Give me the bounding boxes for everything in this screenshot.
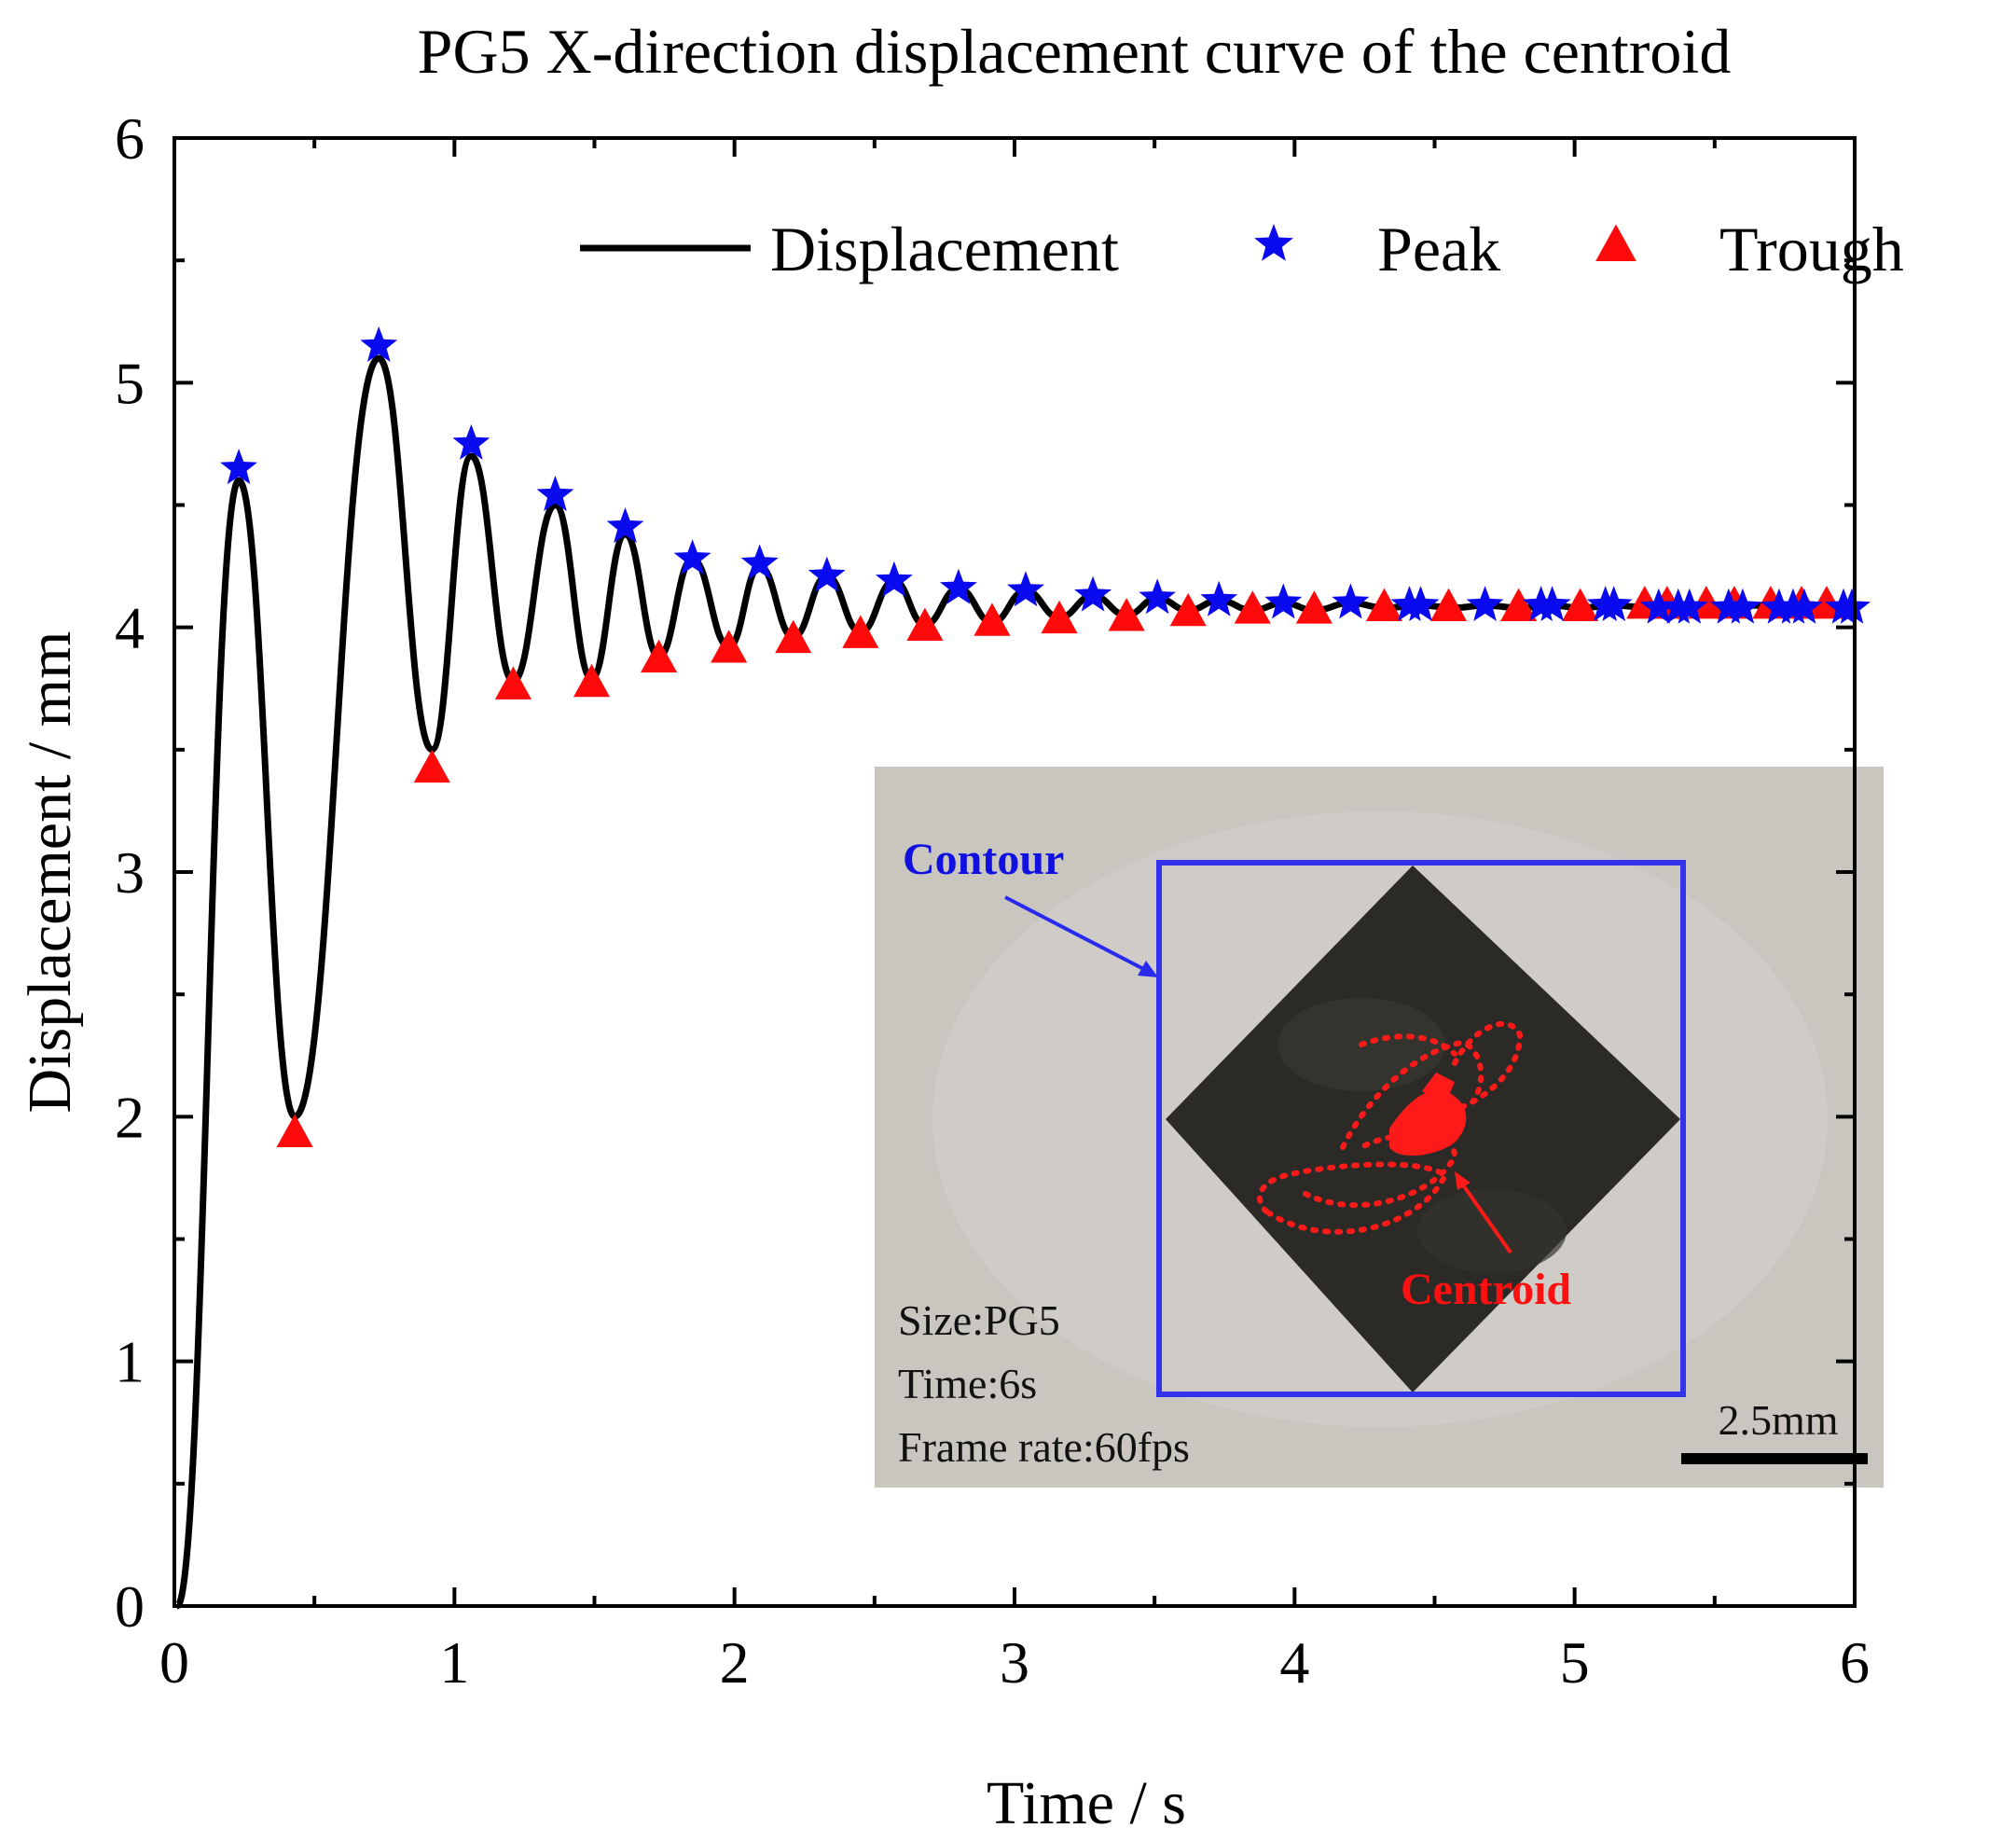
- trough-marker: [573, 663, 611, 698]
- centroid-arrow: [1456, 1175, 1512, 1254]
- x-tick-label: 2: [720, 1629, 750, 1696]
- scale-bar: [1681, 1453, 1868, 1464]
- x-tick-label: 3: [1000, 1629, 1029, 1696]
- peak-marker: [1595, 586, 1633, 621]
- particle-texture: [1417, 1189, 1567, 1273]
- trough-marker: [1562, 588, 1599, 621]
- y-tick-label: 1: [115, 1329, 145, 1395]
- peak-marker: [1709, 588, 1747, 624]
- trough-marker: [1365, 588, 1402, 621]
- trough-marker: [1429, 588, 1468, 621]
- trough-marker: [775, 619, 812, 654]
- y-tick-label: 2: [115, 1084, 145, 1150]
- peak-marker: [1139, 578, 1177, 615]
- peak-marker: [606, 507, 644, 544]
- x-tick-label: 6: [1840, 1629, 1870, 1696]
- peak-marker: [1760, 588, 1798, 624]
- peak-marker: [875, 561, 913, 597]
- peak-marker: [536, 476, 574, 511]
- trough-marker: [1500, 588, 1538, 621]
- y-axis-label: Displacement / mm: [16, 631, 84, 1114]
- peak-marker: [673, 539, 711, 575]
- trough-marker: [1108, 598, 1145, 631]
- y-tick-label: 3: [115, 839, 145, 906]
- scale-bar-label: 2.5mm: [1718, 1396, 1838, 1444]
- y-tick-label: 5: [115, 350, 145, 416]
- centroid-cluster: [1389, 1090, 1467, 1156]
- centroid-cluster: [1422, 1073, 1455, 1105]
- inset-info-time: Time:6s: [898, 1360, 1037, 1407]
- chart-title: PG5 X-direction displacement curve of th…: [418, 16, 1732, 87]
- peak-marker: [1332, 583, 1370, 619]
- contour-box: [1156, 860, 1686, 1397]
- peak-marker: [740, 544, 779, 580]
- x-tick-label: 4: [1279, 1629, 1309, 1696]
- trough-marker: [973, 602, 1011, 636]
- x-axis-label: Time / s: [987, 1769, 1186, 1837]
- trough-marker: [906, 607, 944, 641]
- inset-image: Contour Centroid Size:PG5 Time:6s Frame …: [875, 767, 1884, 1488]
- axes: 0 1 2 3 4 5 6 0 1 2 3 4 5 6: [115, 105, 1870, 1696]
- legend-triangle-swatch: [1595, 224, 1636, 261]
- peak-marker: [808, 556, 846, 592]
- peak-marker: [360, 326, 398, 362]
- peak-marker: [220, 449, 257, 485]
- inset-info-size: Size:PG5: [898, 1296, 1060, 1344]
- peak-marker: [940, 568, 977, 604]
- trough-marker: [276, 1114, 313, 1147]
- legend-label-trough: Trough: [1719, 214, 1904, 284]
- centroid-trace: [1257, 1020, 1524, 1235]
- trough-marker: [413, 749, 450, 783]
- peak-marker: [1466, 586, 1504, 621]
- peak-marker: [1007, 571, 1044, 607]
- y-tick-label: 4: [115, 595, 145, 661]
- trough-marker: [1169, 592, 1207, 627]
- y-tick-label: 0: [115, 1573, 145, 1640]
- peak-marker: [1402, 586, 1440, 621]
- x-tick-label: 0: [159, 1629, 189, 1696]
- contour-label: Contour: [903, 835, 1064, 884]
- trough-marker: [1295, 590, 1332, 624]
- contour-arrowhead: [1138, 961, 1158, 977]
- peak-marker: [1833, 588, 1871, 624]
- peak-marker: [452, 423, 490, 460]
- peak-series: [220, 326, 1871, 624]
- x-tick-label: 5: [1560, 1629, 1590, 1696]
- trough-marker: [711, 630, 748, 663]
- trough-marker: [641, 639, 678, 673]
- legend-star-swatch: [1254, 224, 1293, 261]
- peak-marker: [1074, 575, 1112, 612]
- centroid-label: Centroid: [1401, 1265, 1571, 1314]
- peak-marker: [1670, 588, 1708, 624]
- y-tick-label: 6: [115, 105, 145, 172]
- trough-marker: [1234, 590, 1271, 624]
- plot-frame: [173, 136, 1857, 1608]
- centroid-arrowhead: [1455, 1171, 1471, 1190]
- legend: Displacement Peak Trough: [580, 214, 1904, 284]
- peak-marker: [1786, 588, 1823, 624]
- peak-marker: [1200, 580, 1238, 616]
- inset-info-frame-rate: Frame rate:60fps: [898, 1423, 1190, 1471]
- peak-marker: [1639, 588, 1678, 624]
- peak-marker: [1533, 586, 1571, 621]
- x-tick-label: 1: [439, 1629, 469, 1696]
- contour-arrow: [1004, 895, 1155, 976]
- legend-label-displacement: Displacement: [770, 214, 1119, 284]
- trough-marker: [1041, 600, 1078, 634]
- peak-marker: [1723, 588, 1761, 624]
- trough-marker: [842, 615, 879, 648]
- legend-label-peak: Peak: [1377, 214, 1500, 284]
- trough-marker: [494, 666, 532, 699]
- peak-marker: [1264, 583, 1303, 619]
